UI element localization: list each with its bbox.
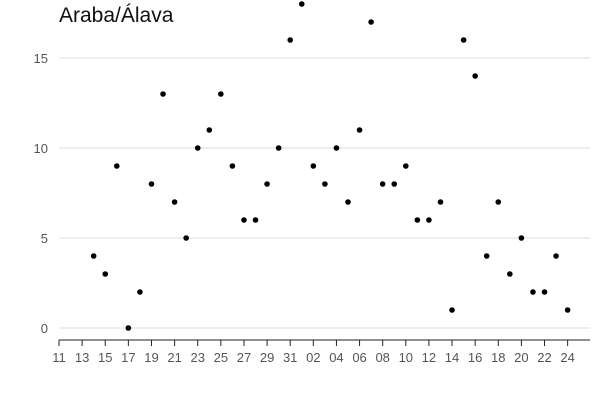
data-point: [495, 199, 502, 205]
y-tick-labels: 0 5 10 15: [34, 51, 48, 336]
data-point: [553, 253, 559, 259]
data-point: [414, 217, 421, 223]
data-point: [333, 145, 340, 151]
data-point: [241, 217, 247, 223]
data-point: [483, 253, 490, 259]
data-point: [252, 217, 259, 223]
data-point: [449, 307, 455, 313]
data-point: [194, 145, 201, 151]
x-tick-label: 27: [237, 350, 251, 365]
data-point: [310, 163, 317, 169]
data-point: [206, 127, 213, 133]
x-tick-label: 02: [306, 350, 320, 365]
data-point: [403, 163, 409, 169]
x-tick-label: 19: [144, 350, 158, 365]
data-point: [437, 199, 444, 205]
x-tick-label: 10: [399, 350, 413, 365]
data-point: [460, 37, 467, 43]
data-point: [564, 307, 571, 313]
data-point: [287, 37, 294, 43]
data-point: [298, 1, 305, 7]
data-point: [264, 181, 270, 187]
x-tick-label: 06: [352, 350, 366, 365]
x-tick-label: 08: [375, 350, 389, 365]
y-tick-label: 10: [34, 141, 48, 156]
y-tick-label: 0: [41, 321, 48, 336]
data-point: [229, 163, 236, 169]
data-point: [356, 127, 363, 133]
data-point: [322, 181, 328, 187]
data-points: [90, 1, 571, 331]
x-tick-labels: 11 13 15 17 19 21 23 25 27 29 31 02 04 06 08 10 12 14 16 18…: [52, 350, 575, 365]
x-tick-label: 18: [491, 350, 505, 365]
data-point: [426, 217, 432, 223]
data-point: [541, 289, 548, 295]
data-point: [391, 181, 398, 187]
data-point: [507, 271, 513, 277]
data-point: [368, 19, 374, 25]
x-tick-label: 14: [445, 350, 459, 365]
data-point: [171, 199, 178, 205]
x-tick-label: 11: [52, 350, 66, 365]
x-tick-label: 25: [214, 350, 228, 365]
x-tick-label: 21: [167, 350, 181, 365]
x-tick-label: 15: [98, 350, 112, 365]
data-point: [148, 181, 155, 187]
y-tick-label: 15: [34, 51, 48, 66]
chart-title: Araba/Álava: [59, 4, 174, 27]
data-point: [345, 199, 351, 205]
data-point: [137, 289, 143, 295]
grid-lines: [59, 57, 590, 329]
data-point: [102, 271, 109, 277]
y-tick-label: 5: [41, 231, 48, 246]
data-point: [218, 91, 224, 97]
x-tick-label: 17: [121, 350, 135, 365]
x-tick-label: 22: [537, 350, 551, 365]
data-point: [275, 145, 282, 151]
x-tick-label: 13: [75, 350, 89, 365]
x-tick-label: 29: [260, 350, 274, 365]
x-tick-label: 23: [190, 350, 204, 365]
data-point: [114, 163, 120, 169]
data-point: [160, 91, 166, 97]
x-tick-label: 24: [560, 350, 574, 365]
data-point: [472, 73, 478, 79]
x-tick-label: 12: [422, 350, 436, 365]
x-tick-label: 31: [283, 350, 297, 365]
data-point: [90, 253, 97, 259]
data-point: [183, 235, 189, 241]
data-point: [379, 181, 386, 187]
x-tick-label: 20: [514, 350, 528, 365]
x-tick-label: 04: [329, 350, 343, 365]
x-axis: [58, 339, 590, 346]
data-point: [125, 325, 132, 331]
x-tick-label: 16: [468, 350, 482, 365]
data-point: [518, 235, 525, 241]
data-point: [530, 289, 536, 295]
